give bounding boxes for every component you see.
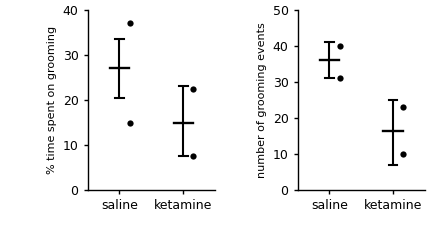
- Y-axis label: % time spent on grooming: % time spent on grooming: [47, 26, 57, 174]
- Y-axis label: number of grooming events: number of grooming events: [257, 22, 267, 178]
